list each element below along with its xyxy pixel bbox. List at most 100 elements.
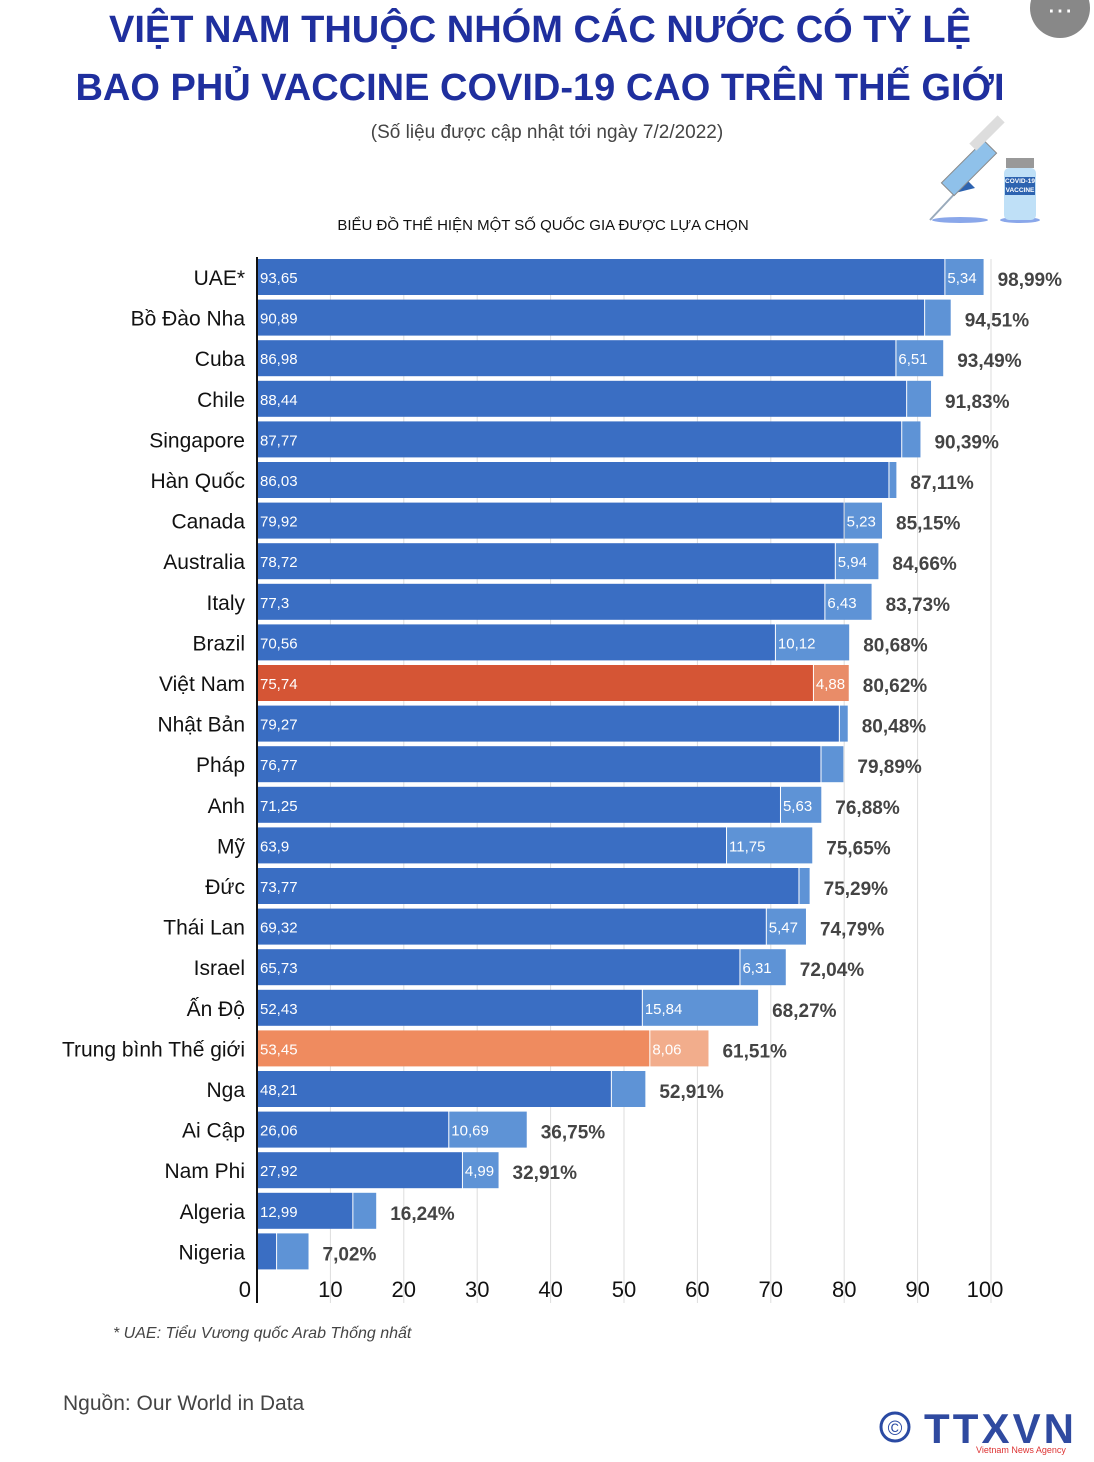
bar-value-label: 79,27 <box>260 717 298 734</box>
category-label: Chile <box>197 389 245 412</box>
bar-segment-secondary <box>799 868 810 904</box>
bar-value-label: 10,12 <box>778 635 816 652</box>
category-label: Canada <box>171 511 245 534</box>
bar-value-label: 4,99 <box>465 1163 494 1180</box>
category-label: Israel <box>194 957 245 980</box>
bar-value-label: 88,44 <box>260 392 298 409</box>
bar-segment-primary <box>257 624 775 661</box>
bar-segment-primary <box>257 705 839 742</box>
bar-segment-secondary <box>740 949 786 986</box>
total-label: 75,65% <box>826 838 891 859</box>
total-label: 72,04% <box>800 960 865 981</box>
x-tick-label: 90 <box>905 1277 929 1302</box>
bar-segment-secondary <box>844 502 883 539</box>
category-label: Bồ Đào Nha <box>131 308 246 331</box>
bar-segment-secondary <box>462 1152 499 1189</box>
x-tick-label: 70 <box>759 1277 783 1302</box>
logo-tagline: Vietnam News Agency <box>976 1445 1066 1455</box>
bar-segment-primary <box>257 1192 353 1229</box>
category-label: Ấn Độ <box>187 998 245 1021</box>
bar-value-label: 6,31 <box>742 960 771 977</box>
bar-value-label: 75,74 <box>260 676 298 693</box>
total-label: 7,02% <box>323 1244 377 1265</box>
bar-segment-secondary <box>611 1071 646 1107</box>
vial-label: COVID-19 VACCINE <box>1005 177 1035 195</box>
total-label: 16,24% <box>390 1204 455 1225</box>
bar-segment-primary <box>257 868 799 904</box>
bar-segment-secondary <box>642 989 759 1026</box>
bar-value-label: 77,3 <box>260 595 289 612</box>
bar-segment-secondary <box>650 1030 709 1067</box>
total-label: 68,27% <box>772 1001 837 1022</box>
title-line-2: BAO PHỦ VACCINE COVID-19 CAO TRÊN THẾ GI… <box>75 67 1005 109</box>
chart-title: BIỂU ĐỒ THỂ HIỆN MỘT SỐ QUỐC GIA ĐƯỢC LỰ… <box>337 217 749 234</box>
x-tick-label: 20 <box>392 1277 416 1302</box>
category-label: Nhật Bản <box>157 714 245 737</box>
bar-segment-secondary <box>775 624 850 661</box>
category-label: Cuba <box>195 348 246 371</box>
bar-segment-secondary <box>766 908 806 945</box>
bar-segment-primary <box>257 340 896 377</box>
bar-segment-secondary <box>780 786 822 823</box>
category-label: Nigeria <box>178 1241 245 1264</box>
total-label: 36,75% <box>541 1123 606 1144</box>
bar-value-label: 5,63 <box>783 798 812 815</box>
bar-segment-secondary <box>353 1192 377 1229</box>
bar-chart: 0 10 20 30 40 50 60 70 80 90 100 UAE* 93,65 5,34 98,99… <box>62 257 1063 1303</box>
bar-value-label: 11,75 <box>729 838 765 855</box>
total-label: 80,48% <box>862 717 927 738</box>
bar-segment-primary <box>257 1152 462 1189</box>
bar-value-label: 12,99 <box>260 1204 298 1221</box>
source: Nguồn: Our World in Data <box>63 1392 305 1415</box>
bar-segment-primary <box>257 502 844 539</box>
bar-value-label: 78,72 <box>260 554 298 571</box>
bar-segment-secondary <box>889 462 897 498</box>
category-label: Nam Phi <box>164 1160 245 1183</box>
bar-segment-secondary <box>896 340 944 377</box>
x-tick-label: 10 <box>318 1277 342 1302</box>
bar-segment-primary <box>257 786 780 823</box>
footnote: * UAE: Tiểu Vương quốc Arab Thống nhất <box>113 1325 412 1342</box>
bar-value-label: 15,84 <box>645 1001 683 1018</box>
total-label: 91,83% <box>945 392 1010 413</box>
total-label: 74,79% <box>820 920 885 941</box>
bar-segment-primary <box>257 1233 277 1270</box>
category-label: Việt Nam <box>159 673 245 696</box>
bar-value-label: 5,94 <box>838 554 867 571</box>
category-label: Pháp <box>196 754 245 777</box>
category-label: Đức <box>205 876 245 899</box>
category-label: Singapore <box>149 429 245 452</box>
bar-segment-secondary <box>821 746 844 783</box>
bar-segment-secondary <box>839 705 848 742</box>
bar-value-label: 63,9 <box>260 838 289 855</box>
category-label: Ai Cập <box>182 1120 245 1143</box>
bar-segment-primary <box>257 543 835 580</box>
bar-value-label: 4,88 <box>816 676 845 693</box>
total-label: 32,91% <box>513 1163 578 1184</box>
bar-segment-primary <box>257 949 740 986</box>
bar-value-label: 73,77 <box>260 879 298 896</box>
bar-segment-secondary <box>907 380 932 417</box>
bar-value-label: 6,51 <box>898 351 927 368</box>
total-label: 94,51% <box>965 311 1030 332</box>
bar-value-label: 48,21 <box>260 1082 298 1099</box>
category-label: Italy <box>206 592 245 615</box>
total-label: 98,99% <box>998 270 1063 291</box>
bar-segment-secondary <box>813 665 849 701</box>
total-label: 80,68% <box>863 635 928 656</box>
bar-value-label: 70,56 <box>260 635 298 652</box>
title-line-1: VIỆT NAM THUỘC NHÓM CÁC NƯỚC CÓ TỶ LỆ <box>109 9 971 51</box>
bar-segment-primary <box>257 380 907 417</box>
x-tick-label: 40 <box>538 1277 562 1302</box>
bar-value-label: 26,06 <box>260 1123 298 1140</box>
bar-segment-secondary <box>925 299 951 336</box>
category-label: Anh <box>208 795 245 818</box>
bar-segment-primary <box>257 462 889 498</box>
bar-segment-primary <box>257 299 925 336</box>
category-label: Nga <box>206 1079 245 1102</box>
bar-value-label: 71,25 <box>260 798 298 815</box>
category-label: Algeria <box>180 1201 246 1224</box>
bar-value-label: 65,73 <box>260 960 298 977</box>
bar-value-label: 6,43 <box>827 595 856 612</box>
x-tick-label: 80 <box>832 1277 856 1302</box>
